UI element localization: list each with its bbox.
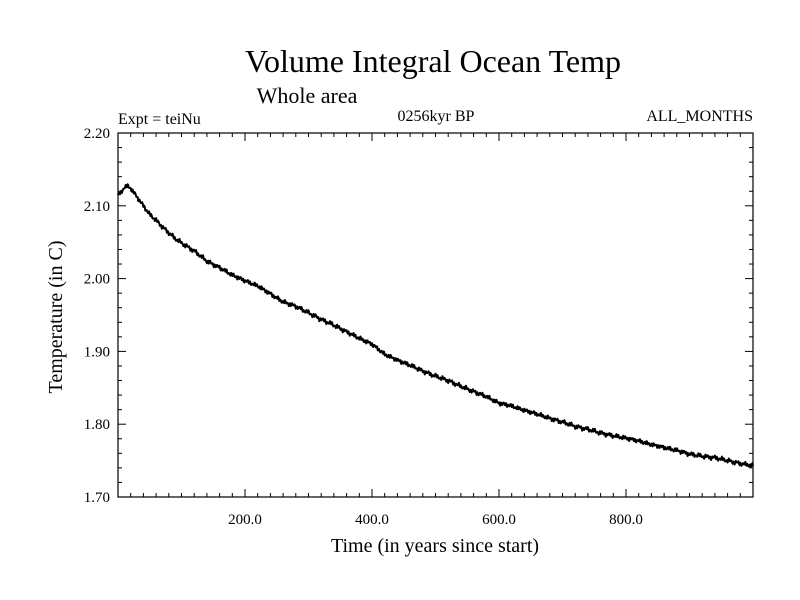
y-tick-label: 1.90: [84, 344, 110, 360]
chart-title: Volume Integral Ocean Temp: [245, 43, 621, 79]
x-axis-ticks: 200.0 400.0 600.0 800.0: [130, 133, 741, 528]
experiment-label: Expt = teiNu: [118, 111, 201, 128]
x-tick-label: 400.0: [355, 512, 389, 528]
plot-area-frame: [117, 132, 754, 498]
y-tick-label: 1.80: [84, 417, 110, 433]
months-label: ALL_MONTHS: [646, 108, 753, 125]
y-tick-label: 2.10: [84, 199, 110, 215]
x-axis-label: Time (in years since start): [331, 535, 539, 557]
chart-subtitle: Whole area: [257, 83, 358, 108]
y-tick-label: 1.70: [84, 490, 110, 506]
y-tick-label: 2.20: [84, 126, 110, 142]
x-tick-label: 200.0: [228, 512, 262, 528]
temperature-series-line: [117, 183, 754, 468]
y-axis-label: Temperature (in C): [45, 241, 67, 394]
y-tick-label: 2.00: [84, 272, 110, 288]
period-label: 0256kyr BP: [398, 108, 475, 125]
x-tick-label: 800.0: [609, 512, 643, 528]
x-tick-label: 600.0: [482, 512, 516, 528]
y-axis-ticks: 1.70 1.80 1.90 2.00 2.10 2.20: [84, 126, 753, 506]
